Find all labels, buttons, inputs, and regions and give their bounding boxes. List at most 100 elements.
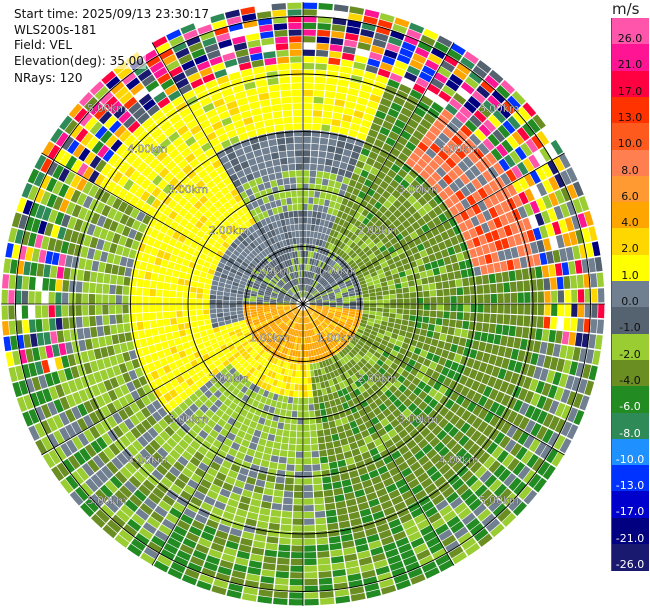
velocity-gate [216,290,224,296]
velocity-gate [70,470,84,486]
velocity-gate [346,231,354,239]
velocity-gate [327,235,333,243]
velocity-gate [570,318,578,332]
velocity-gate [353,236,361,244]
velocity-gate [203,261,211,268]
velocity-gate [305,271,308,278]
velocity-gate [326,70,339,79]
velocity-gate [402,314,410,321]
velocity-gate [464,377,475,389]
velocity-gate [400,549,415,560]
velocity-gate [406,413,417,423]
velocity-gate [201,266,209,273]
velocity-gate [353,454,363,463]
velocity-gate [584,304,591,318]
velocity-gate [390,418,400,428]
velocity-gate [450,295,457,304]
velocity-gate [295,323,298,330]
velocity-gate [246,397,255,406]
velocity-gate [77,432,90,447]
velocity-gate [178,350,187,359]
velocity-gate [318,151,327,159]
velocity-gate [48,292,55,304]
velocity-gate [315,362,321,369]
velocity-gate [365,249,373,257]
velocity-gate [507,410,518,424]
velocity-gate [279,388,285,396]
velocity-gate [178,401,189,412]
velocity-gate [462,366,472,377]
velocity-gate [377,195,387,205]
velocity-gate [293,498,303,505]
velocity-gate [497,124,511,139]
velocity-gate [551,451,565,467]
velocity-gate [377,104,390,114]
velocity-gate [333,354,340,362]
velocity-gate [347,573,362,582]
velocity-gate [427,83,441,96]
velocity-gate [192,326,200,334]
velocity-gate [325,407,333,415]
velocity-gate [313,266,318,273]
velocity-gate [303,76,314,83]
velocity-gate [322,374,328,382]
velocity-gate [290,300,297,303]
velocity-gate [312,290,318,295]
velocity-gate [196,484,209,495]
velocity-gate [348,330,355,337]
velocity-gate [219,376,228,385]
velocity-gate [428,512,442,524]
velocity-gate [398,384,407,393]
velocity-gate [308,295,314,301]
velocity-gate [272,325,279,331]
velocity-gate [431,494,445,506]
velocity-gate [67,455,81,470]
velocity-gate [233,278,241,284]
velocity-gate [588,334,597,349]
velocity-gate [303,317,306,324]
velocity-gate [107,389,118,402]
velocity-gate [524,419,536,434]
velocity-gate [356,273,364,280]
velocity-gate [558,219,568,234]
velocity-gate [211,367,220,376]
velocity-gate [554,386,565,402]
velocity-gate [249,420,258,429]
velocity-gate [313,349,317,356]
velocity-gate [455,111,468,124]
velocity-gate [276,319,283,325]
velocity-gate [27,185,39,201]
velocity-gate [258,589,273,598]
velocity-gate [594,256,603,272]
velocity-gate [166,489,179,501]
velocity-gate [464,119,478,133]
velocity-gate [263,307,270,311]
velocity-gate [233,260,241,268]
velocity-gate [396,352,405,361]
velocity-gate [407,531,422,542]
velocity-gate [95,436,108,450]
velocity-gate [303,391,308,398]
velocity-gate [409,152,421,163]
velocity-gate [311,356,316,364]
velocity-gate [376,307,383,312]
velocity-gate [423,304,430,310]
velocity-gate [434,364,444,374]
velocity-gate [373,249,382,257]
velocity-gate [336,507,348,516]
velocity-gate [295,451,303,458]
velocity-gate [119,213,130,225]
velocity-gate [394,423,404,434]
velocity-gate [437,149,449,161]
velocity-gate [324,91,336,99]
velocity-gate [168,388,179,399]
velocity-gate [372,191,381,201]
velocity-gate [249,298,257,302]
velocity-gate [241,593,257,602]
velocity-gate [465,182,477,194]
velocity-gate [46,177,58,193]
velocity-gate [450,402,461,414]
velocity-gate [416,549,431,561]
velocity-gate [354,181,364,191]
velocity-gate [330,166,339,175]
